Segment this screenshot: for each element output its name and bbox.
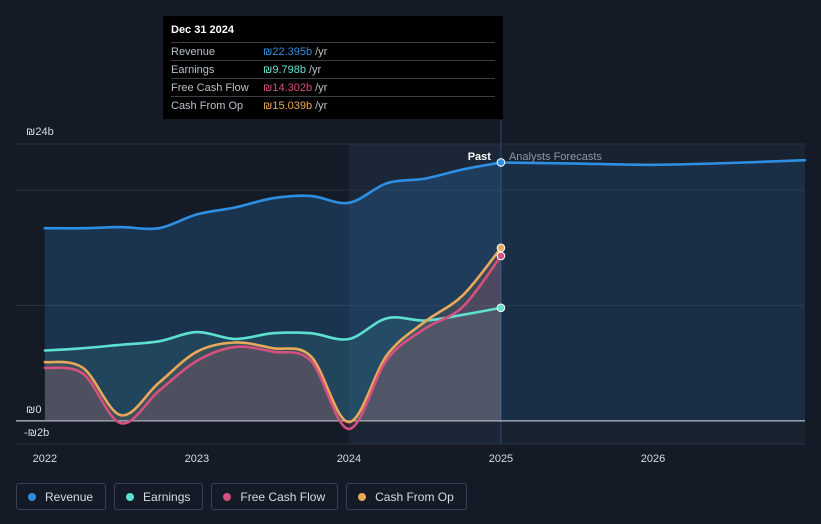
free-cash-flow-point <box>496 251 506 261</box>
tooltip-row-revenue: Revenue ₪22.395b /yr <box>171 42 495 60</box>
tooltip-row-earnings: Earnings ₪9.798b /yr <box>171 60 495 78</box>
hover-tooltip: Dec 31 2024 Revenue ₪22.395b /yr Earning… <box>163 16 503 119</box>
tooltip-label: Free Cash Flow <box>171 81 249 94</box>
legend-label: Earnings <box>143 489 191 504</box>
x-tick-label: 2023 <box>185 453 209 465</box>
revenue-line <box>43 161 503 231</box>
tooltip-value: ₪9.798b <box>263 63 306 76</box>
highlight-region <box>348 144 501 444</box>
tooltip-unit: /yr <box>315 45 328 58</box>
legend-label: Free Cash Flow <box>240 489 326 504</box>
free-cash-flow-line <box>43 254 503 431</box>
earnings-area <box>44 307 502 421</box>
tooltip-value: ₪14.302b <box>263 81 313 94</box>
legend-item-free-cash-flow[interactable]: Free Cash Flow <box>211 483 339 510</box>
legend-dot-icon <box>358 492 367 501</box>
tooltip-date: Dec 31 2024 <box>171 24 234 36</box>
chart-legend: Revenue Earnings Free Cash Flow Cash Fro… <box>16 483 467 510</box>
legend-label: Revenue <box>45 489 94 504</box>
legend-dot-icon <box>28 492 36 501</box>
free-cash-flow-area <box>44 255 502 430</box>
revenue-point <box>496 158 506 167</box>
tooltip-label: Cash From Op <box>171 99 244 112</box>
earnings-point <box>496 303 506 313</box>
forecast-region <box>500 144 805 444</box>
legend-label: Cash From Op <box>375 489 454 504</box>
tooltip-label: Revenue <box>171 45 216 58</box>
x-tick-label: 2024 <box>337 453 361 465</box>
legend-item-revenue[interactable]: Revenue <box>16 483 107 510</box>
tooltip-row-cash-from-op: Cash From Op ₪15.039b /yr <box>171 96 495 114</box>
legend-dot-icon <box>223 492 232 501</box>
past-label: Past <box>468 151 492 163</box>
x-tick-label: 2025 <box>489 453 513 465</box>
tooltip-row-free-cash-flow: Free Cash Flow ₪14.302b /yr <box>171 78 495 96</box>
revenue-forecast-area <box>501 160 805 421</box>
tooltip-unit: /yr <box>315 81 328 94</box>
y-tick-label: ₪0 <box>26 404 41 416</box>
y-tick-label: -₪2b <box>24 427 49 439</box>
x-tick-label: 2026 <box>641 453 665 465</box>
revenue-forecast-line <box>499 158 807 167</box>
legend-item-cash-from-op[interactable]: Cash From Op <box>346 483 467 510</box>
tooltip-value: ₪15.039b <box>263 99 313 112</box>
legend-dot-icon <box>126 492 135 501</box>
tooltip-value: ₪22.395b <box>263 45 313 58</box>
x-tick-label: 2022 <box>33 453 57 465</box>
tooltip-unit: /yr <box>309 63 322 76</box>
cash-from-op-line <box>43 246 503 424</box>
y-tick-label: ₪24b <box>26 126 54 138</box>
tooltip-label: Earnings <box>171 63 215 76</box>
cash-from-op-area <box>44 247 502 423</box>
forecast-label: Analysts Forecasts <box>509 151 602 163</box>
cash-from-op-point <box>496 243 506 253</box>
tooltip-unit: /yr <box>315 99 328 112</box>
legend-item-earnings[interactable]: Earnings <box>114 483 204 510</box>
